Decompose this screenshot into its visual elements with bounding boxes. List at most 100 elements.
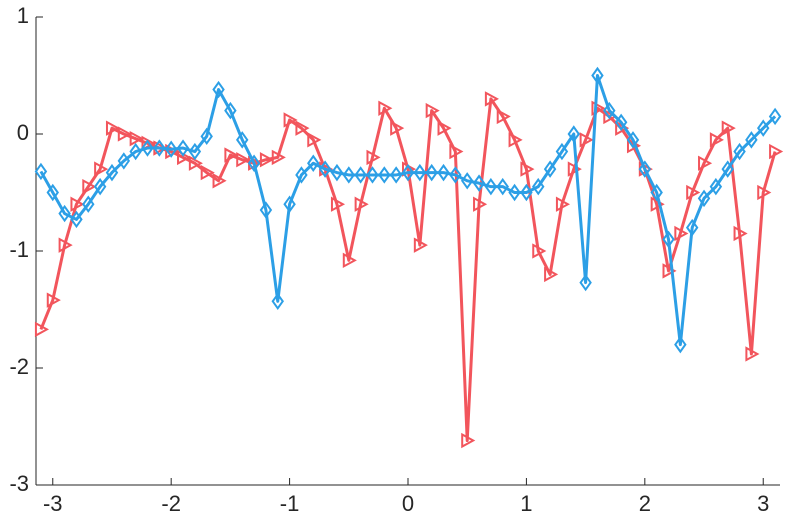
marker [757, 119, 770, 137]
marker [105, 163, 119, 182]
marker [164, 140, 178, 158]
marker [307, 154, 320, 172]
marker [603, 101, 616, 120]
marker [58, 204, 71, 223]
marker [58, 237, 73, 253]
marker [603, 108, 618, 125]
marker [686, 184, 701, 201]
marker [413, 163, 427, 182]
marker [70, 210, 83, 229]
marker [188, 142, 202, 161]
marker [508, 183, 521, 202]
marker [212, 173, 227, 189]
marker [318, 160, 332, 178]
marker [698, 155, 713, 171]
marker [330, 196, 346, 212]
marker [520, 161, 535, 177]
marker [259, 201, 273, 219]
marker [544, 266, 559, 283]
marker [46, 183, 59, 202]
marker [200, 127, 213, 146]
marker [283, 112, 298, 128]
marker [82, 178, 97, 195]
marker [484, 91, 499, 107]
marker [496, 177, 509, 196]
marker [733, 225, 748, 242]
marker [342, 252, 357, 269]
marker [532, 243, 547, 259]
marker [733, 142, 746, 161]
marker [472, 174, 486, 192]
marker [224, 101, 237, 120]
marker [153, 139, 166, 157]
marker [709, 177, 723, 196]
y-tick-label: -2 [9, 354, 29, 379]
marker [105, 120, 121, 136]
marker [662, 263, 677, 279]
marker [236, 152, 251, 168]
marker [721, 120, 736, 136]
marker [768, 107, 782, 126]
marker [378, 166, 391, 184]
y-tick-label: -3 [9, 471, 29, 496]
marker [674, 335, 687, 354]
x-tick-label: -1 [280, 491, 300, 516]
x-tick-label: 3 [757, 491, 769, 516]
y-tick-label: -1 [9, 237, 29, 262]
marker [425, 163, 438, 182]
x-tick-label: 1 [520, 491, 532, 516]
marker [34, 321, 50, 338]
marker [200, 164, 215, 181]
marker [46, 292, 61, 308]
marker [117, 126, 132, 142]
marker [70, 196, 85, 212]
marker [307, 132, 322, 148]
marker [757, 184, 772, 201]
marker [342, 166, 356, 184]
marker [555, 196, 571, 212]
x-tick-label: -3 [43, 491, 63, 516]
marker [141, 139, 154, 157]
marker [212, 80, 225, 99]
marker [614, 113, 628, 132]
marker [283, 195, 296, 213]
marker [449, 143, 464, 160]
marker [591, 66, 604, 85]
marker [425, 102, 440, 119]
marker [271, 292, 284, 311]
marker [543, 160, 557, 178]
marker [721, 160, 734, 178]
marker [662, 230, 675, 249]
marker [579, 273, 592, 292]
marker [484, 177, 498, 196]
marker [176, 139, 190, 157]
marker [390, 120, 405, 136]
marker [437, 120, 452, 136]
marker [295, 166, 308, 184]
marker [271, 149, 286, 166]
marker [650, 183, 663, 202]
marker [473, 196, 488, 212]
marker [413, 237, 428, 253]
marker [591, 100, 606, 116]
marker [94, 161, 109, 177]
marker [188, 155, 203, 171]
marker [626, 131, 640, 149]
marker [235, 131, 249, 149]
marker [520, 183, 533, 202]
marker [82, 195, 95, 213]
marker [745, 346, 760, 362]
series-line [39, 74, 777, 347]
marker [378, 100, 393, 116]
x-tick-label: 0 [402, 491, 414, 516]
marker [129, 142, 142, 161]
marker [389, 166, 403, 184]
marker [508, 132, 523, 148]
marker [567, 161, 582, 177]
series [34, 66, 782, 354]
marker [532, 177, 545, 196]
marker [330, 163, 344, 182]
marker [295, 120, 310, 136]
marker [354, 166, 367, 184]
